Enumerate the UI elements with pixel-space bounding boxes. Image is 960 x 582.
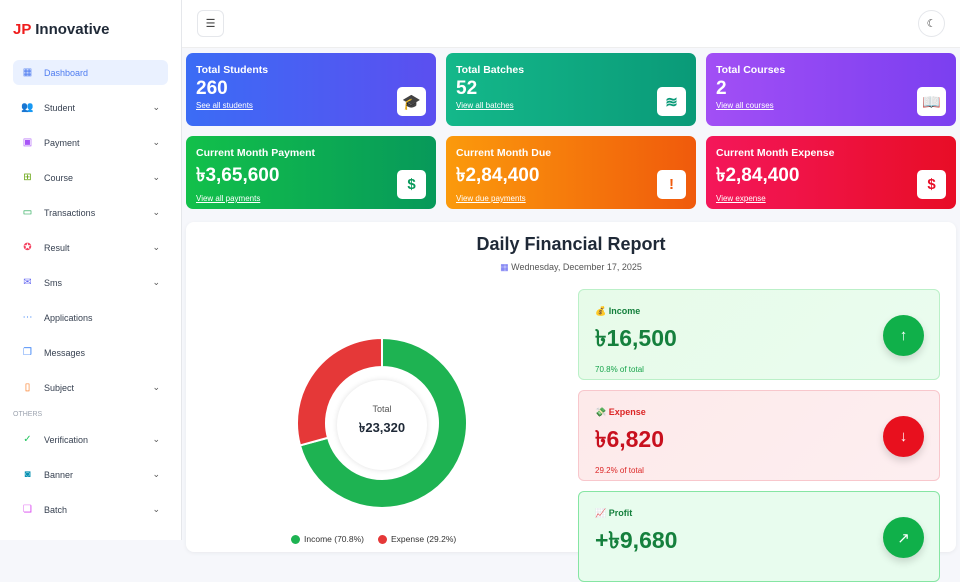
sidebar-item-payment[interactable]: ▣ Payment ⌄ xyxy=(13,125,168,160)
theme-toggle-button[interactable]: ☾ xyxy=(918,10,945,37)
sidebar-item-label: Course xyxy=(44,172,74,183)
donut-slice-expense[interactable] xyxy=(296,336,383,447)
card-link[interactable]: View expense xyxy=(716,194,766,203)
sidebar-item-messages[interactable]: ❐ Messages xyxy=(13,335,168,370)
sidebar-item-label: Banner xyxy=(44,469,74,480)
report-date: ▦ Wednesday, December 17, 2025 xyxy=(500,262,642,272)
notebook-icon: ▯ xyxy=(24,382,31,393)
open-book-icon: ❏ xyxy=(23,504,32,515)
sidebar-item-label: Applications xyxy=(44,312,93,323)
arrow-down-icon: ↓ xyxy=(883,416,924,457)
sidebar-item-course[interactable]: ⊞ Course ⌄ xyxy=(13,160,168,195)
top-header: ☰ ☾ xyxy=(182,0,960,48)
stat-card-total-batches: Total Batches 52 View all batches ≋ xyxy=(446,53,696,126)
card-link[interactable]: View all courses xyxy=(716,101,774,110)
banknote-icon: ▭ xyxy=(22,207,33,218)
sidebar-item-applications[interactable]: ⋯ Applications xyxy=(13,300,168,335)
users-icon: 👥 xyxy=(21,102,34,113)
chevron-down-icon: ⌄ xyxy=(152,102,160,112)
menu-icon: ☰ xyxy=(205,18,216,30)
sidebar-item-label: Transactions xyxy=(44,207,96,218)
sidebar-item-label: Messages xyxy=(44,347,86,358)
report-title: Daily Financial Report xyxy=(476,234,666,254)
sidebar-item-batch[interactable]: ❏ Batch ⌄ xyxy=(13,492,168,527)
calendar-icon: ▦ xyxy=(500,262,509,272)
card-link[interactable]: View all batches xyxy=(456,101,514,110)
chat-icon: ❐ xyxy=(23,347,32,358)
book-plus-icon: ⊞ xyxy=(23,172,32,183)
chevron-down-icon: ⌄ xyxy=(152,469,160,479)
money-wings-icon: 💸 xyxy=(595,407,607,417)
expense-card: 💸 Expense ৳6,820 29.2% of total ↓ xyxy=(578,390,940,481)
card-link[interactable]: View all payments xyxy=(196,194,261,203)
sidebar-item-sms[interactable]: ✉ Sms ⌄ xyxy=(13,265,168,300)
wallet-icon: ▣ xyxy=(22,137,33,148)
stat-card-total-courses: Total Courses 2 View all courses 📖 xyxy=(706,53,956,126)
chevron-down-icon: ⌄ xyxy=(152,382,160,392)
award-icon: ✪ xyxy=(23,242,32,253)
receipt-icon: $ xyxy=(917,170,946,199)
dollar-circle-icon: $ xyxy=(397,170,426,199)
card-link[interactable]: See all students xyxy=(196,101,253,110)
sidebar-item-label: Sms xyxy=(44,277,62,288)
sidebar-item-label: Verification xyxy=(44,434,89,445)
card-link[interactable]: View due payments xyxy=(456,194,526,203)
sidebar-item-student[interactable]: 👥 Student ⌄ xyxy=(13,90,168,125)
sidebar-item-label: Dashboard xyxy=(44,67,89,78)
sidebar-item-banner[interactable]: ◙ Banner ⌄ xyxy=(13,457,168,492)
sidebar-item-subject[interactable]: ▯ Subject ⌄ xyxy=(13,370,168,405)
grid-icon: ▦ xyxy=(22,67,33,78)
chevron-down-icon: ⌄ xyxy=(152,207,160,217)
menu-toggle-button[interactable]: ☰ xyxy=(197,10,224,37)
profit-card: 📈 Profit +৳9,680 ↗ xyxy=(578,491,940,582)
book-icon: 📖 xyxy=(917,87,946,116)
donut-chart xyxy=(296,336,468,509)
stat-card-total-students: Total Students 260 See all students 🎓 xyxy=(186,53,436,126)
income-card: 💰 Income ৳16,500 70.8% of total ↑ xyxy=(578,289,940,380)
chevron-down-icon: ⌄ xyxy=(152,172,160,182)
sidebar-item-result[interactable]: ✪ Result ⌄ xyxy=(13,230,168,265)
sidebar-item-dashboard[interactable]: ▦ Dashboard xyxy=(13,60,168,85)
sidebar-item-label: Payment xyxy=(44,137,80,148)
donut-slice-income[interactable] xyxy=(298,336,468,509)
sidebar-item-label: Result xyxy=(44,242,70,253)
stat-card-current-month-expense: Current Month Expense ৳2,84,400 View expen… xyxy=(706,136,956,209)
sidebar: JP Innovative ▦ Dashboard 👥 Student ⌄ ▣ Paymen… xyxy=(0,0,182,540)
graduation-cap-icon: 🎓 xyxy=(397,87,426,116)
chart-up-icon: 📈 xyxy=(595,508,607,518)
camera-icon: ◙ xyxy=(24,469,31,480)
legend-income[interactable]: Income (70.8%) xyxy=(291,534,364,545)
dots-box-icon: ⋯ xyxy=(22,312,33,323)
sidebar-item-label: Student xyxy=(44,102,76,113)
chart-legend: Income (70.8%) Expense (29.2%) xyxy=(291,534,456,545)
stat-card-current-month-due: Current Month Due ৳2,84,400 View due payme… xyxy=(446,136,696,209)
sidebar-item-verification[interactable]: ✓ Verification ⌄ xyxy=(13,422,168,457)
sidebar-item-transactions[interactable]: ▭ Transactions ⌄ xyxy=(13,195,168,230)
stat-card-current-month-payment: Current Month Payment ৳3,65,600 View all p… xyxy=(186,136,436,209)
chevron-down-icon: ⌄ xyxy=(152,137,160,147)
alert-circle-icon: ! xyxy=(657,170,686,199)
moon-icon: ☾ xyxy=(926,18,937,30)
sidebar-item-label: Subject xyxy=(44,382,75,393)
chevron-down-icon: ⌄ xyxy=(152,434,160,444)
money-bag-icon: 💰 xyxy=(595,306,607,316)
sidebar-item-label: Batch xyxy=(44,504,68,515)
legend-expense[interactable]: Expense (29.2%) xyxy=(378,534,456,545)
brand-logo[interactable]: JP Innovative xyxy=(13,21,110,38)
trending-up-icon: ↗ xyxy=(883,517,924,558)
sidebar-nav: ▦ Dashboard 👥 Student ⌄ ▣ Payment ⌄ ⊞ Course ⌄ ▭ Tra… xyxy=(13,60,168,527)
section-label-others: OTHERS xyxy=(13,411,43,418)
check-circle-icon: ✓ xyxy=(23,434,32,445)
total-value: ৳23,320 xyxy=(358,420,406,435)
mail-icon: ✉ xyxy=(23,277,32,288)
chevron-down-icon: ⌄ xyxy=(152,277,160,287)
donut-center: Total ৳23,320 xyxy=(337,380,427,470)
chevron-down-icon: ⌄ xyxy=(152,504,160,514)
arrow-up-icon: ↑ xyxy=(883,315,924,356)
daily-financial-report: Daily Financial Report ▦ Wednesday, Dece… xyxy=(186,222,956,582)
chevron-down-icon: ⌄ xyxy=(152,242,160,252)
layers-icon: ≋ xyxy=(657,87,686,116)
